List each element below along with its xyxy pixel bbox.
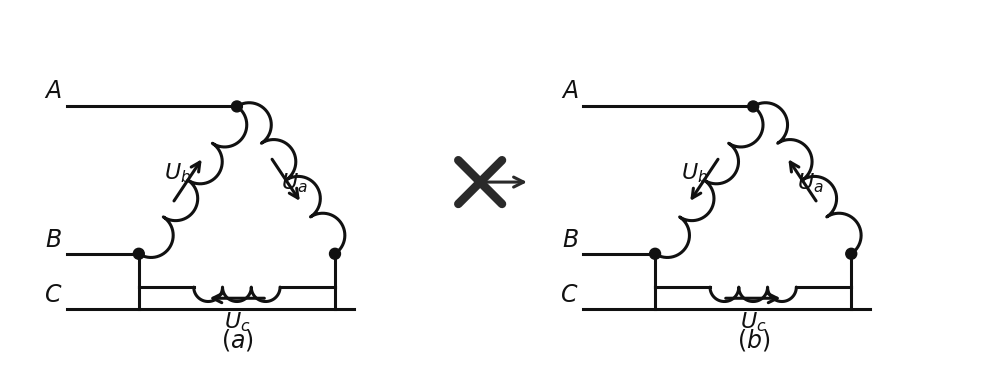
- Circle shape: [330, 248, 340, 259]
- Text: $U_a$: $U_a$: [797, 171, 824, 195]
- Circle shape: [650, 248, 661, 259]
- Text: $U_c$: $U_c$: [224, 310, 250, 334]
- Text: $C$: $C$: [560, 284, 578, 307]
- Text: $A$: $A$: [44, 80, 62, 103]
- Text: $B$: $B$: [45, 229, 62, 252]
- Text: $(b)$: $(b)$: [737, 327, 770, 353]
- Circle shape: [133, 248, 144, 259]
- Text: $B$: $B$: [562, 229, 578, 252]
- Text: $A$: $A$: [561, 80, 578, 103]
- Text: $U_c$: $U_c$: [740, 310, 766, 334]
- Text: $U_b$: $U_b$: [164, 162, 192, 185]
- Text: $U_b$: $U_b$: [681, 162, 708, 185]
- Circle shape: [748, 101, 759, 112]
- Text: $(a)$: $(a)$: [221, 327, 253, 353]
- Circle shape: [231, 101, 242, 112]
- Text: $U_a$: $U_a$: [281, 171, 308, 195]
- Text: $C$: $C$: [44, 284, 62, 307]
- Circle shape: [846, 248, 857, 259]
